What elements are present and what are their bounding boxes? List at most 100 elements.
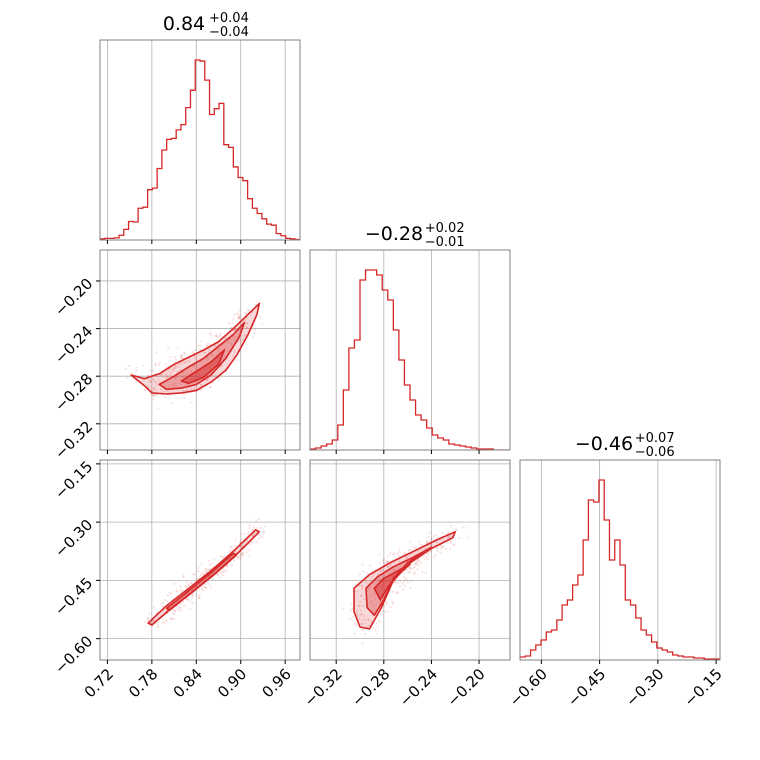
scatter-point [360,613,363,616]
x-tick-label: −0.45 [564,665,609,710]
scatter-point [237,315,240,319]
x-tick-label: 0.72 [81,665,117,701]
scatter-point [177,365,180,368]
scatter-point [174,609,177,613]
scatter-point [192,573,195,576]
scatter-point [454,529,458,532]
scatter-point [167,384,171,388]
scatter-point [408,548,411,551]
scatter-point [467,536,470,539]
scatter-point [359,609,363,612]
contour-outer [353,530,457,630]
y-tick-label: −0.45 [51,574,96,619]
panel-frame [99,249,301,451]
scatter-point [176,590,179,593]
scatter-point [201,572,205,575]
scatter-point [236,313,240,316]
x-tick-label: −0.24 [396,665,441,710]
scatter-point [151,393,154,396]
scatter-point [253,532,256,535]
scatter-point [215,335,219,338]
scatter-point [186,388,189,391]
scatter-point [200,587,203,590]
scatter-point [162,390,165,393]
scatter-point [404,556,407,559]
x-tick-label: −0.30 [622,665,667,710]
y-tick-label: −0.28 [51,370,96,415]
scatter-point [196,594,199,597]
scatter-point [418,543,421,546]
scatter-point [219,571,222,574]
scatter-point [166,370,169,373]
scatter-point [389,563,392,566]
scatter-point [252,332,256,335]
scatter-point [179,362,182,365]
scatter-point [174,366,177,369]
x-tick-label: −0.32 [301,665,346,710]
scatter-point [232,354,235,358]
scatter-point [205,344,208,347]
scatter-point [259,316,262,319]
scatter-point [360,613,363,616]
scatter-point [383,610,386,613]
contour-inner [373,563,411,601]
scatter-point [190,594,194,597]
histogram-step-1 [100,59,300,240]
scatter-point [183,396,186,400]
scatter-point [190,388,193,391]
scatter-point [205,344,208,348]
scatter-point [385,561,388,564]
scatter-point [390,605,393,609]
scatter-point [240,538,243,541]
scatter-point [425,555,428,559]
scatter-point [439,545,442,548]
x-tick-label: −0.20 [443,665,488,710]
scatter-point [224,347,227,350]
scatter-point [257,537,260,540]
scatter-point [404,585,407,588]
scatter-point [179,355,182,358]
scatter-point [424,571,427,574]
scatter-point [156,624,160,627]
scatter-point [152,378,155,381]
scatter-point [386,560,389,563]
scatter-point [233,559,236,563]
scatter-point [171,368,175,371]
scatter-point [191,601,194,604]
scatter-point [165,619,168,622]
scatter-point [234,328,237,331]
scatter-point [219,332,222,335]
scatter-point [427,553,430,557]
scatter-point [154,388,158,391]
scatter-point [246,322,249,325]
scatter-point [439,551,442,554]
title-param-1: 0.84 [163,13,205,35]
scatter-point [166,600,169,603]
scatter-point [173,582,176,585]
scatter-point [370,620,373,623]
scatter-point [148,380,151,383]
scatter-point [143,389,147,392]
y-tick-label: −0.30 [51,516,96,561]
scatter-point [217,379,220,382]
scatter-point [257,518,260,521]
scatter-point [386,555,389,558]
scatter-point [372,627,375,630]
scatter-point [215,333,218,336]
scatter-point [174,358,177,361]
contour-outer [147,529,261,626]
scatter-point [245,317,248,320]
x-tick-label: −0.15 [681,665,726,710]
scatter-point [216,348,219,351]
scatter-point [369,564,372,567]
title-minus-1: −0.04 [209,25,249,40]
scatter-point [358,618,361,621]
panel-hist-1 [99,39,301,244]
scatter-point [166,390,169,393]
scatter-point [409,567,412,570]
scatter-point [458,537,461,540]
scatter-point [227,341,230,345]
scatter-point [178,606,181,609]
scatter-point [222,570,225,574]
